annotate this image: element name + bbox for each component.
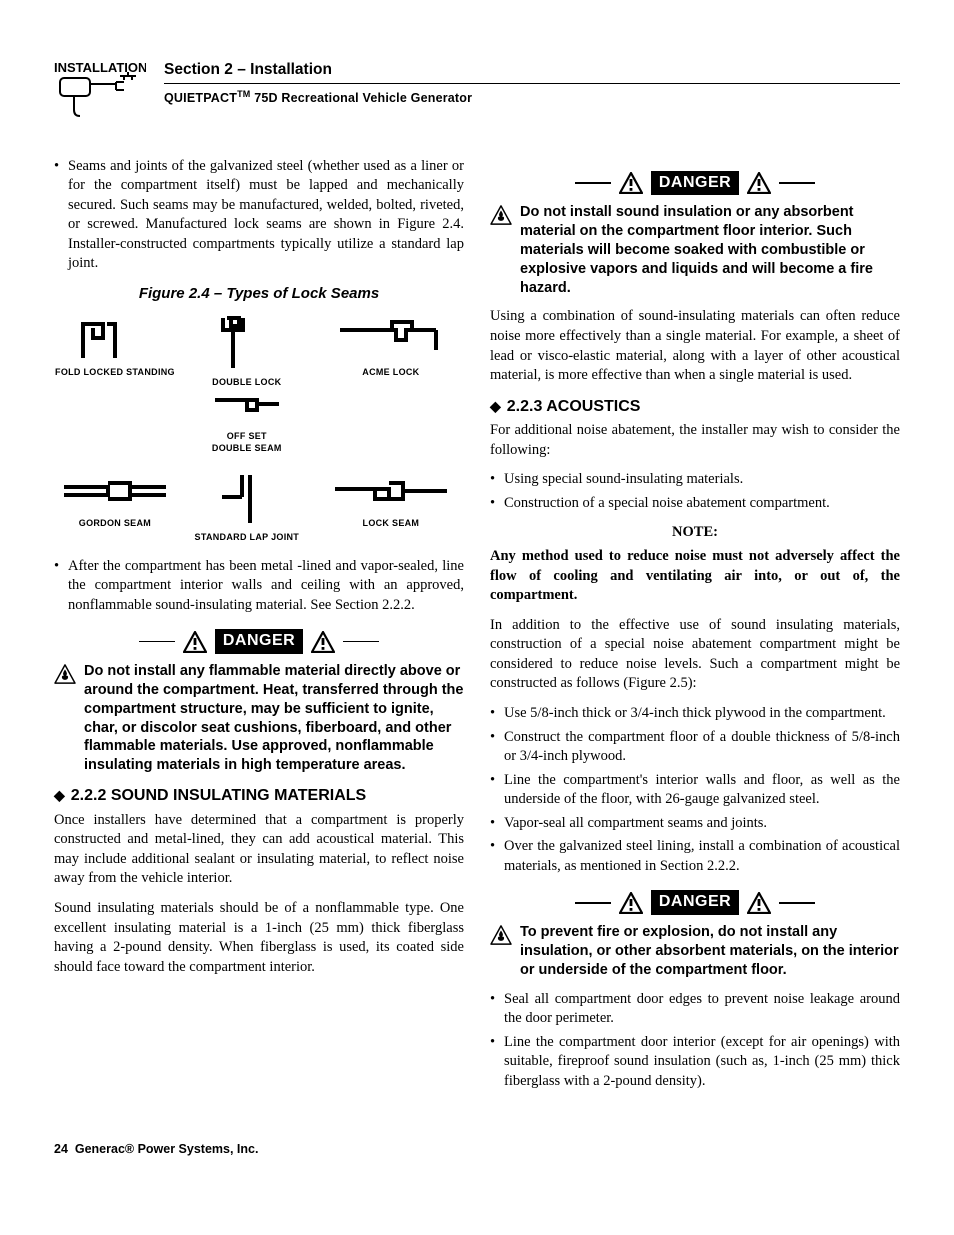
seam-label: ACME LOCK: [318, 366, 464, 378]
seam-label: DOUBLE LOCK: [186, 376, 308, 388]
seam-label: FOLD LOCKED STANDING: [54, 366, 176, 378]
paragraph: Using a combination of sound-insulating …: [490, 307, 900, 385]
seam-gordon-icon: [60, 473, 170, 513]
seam-label: OFF SET DOUBLE SEAM: [186, 430, 308, 454]
figure-title: Figure 2.4 – Types of Lock Seams: [54, 284, 464, 304]
bullet-seams: Seams and joints of the galvanized steel…: [54, 157, 464, 274]
note-title: NOTE:: [490, 523, 900, 543]
fire-hazard-icon: [490, 205, 512, 225]
page-header: INSTALLATION Section 2 – Installation QU…: [54, 60, 900, 129]
page-footer: 24 Generac® Power Systems, Inc.: [54, 1141, 900, 1158]
danger-text: Do not install sound insulation or any a…: [490, 203, 900, 297]
bullet: Construction of a special noise abatemen…: [490, 494, 900, 514]
figure-lock-seams: FOLD LOCKED STANDING DOUBLE LOCK: [54, 314, 464, 543]
paragraph: Once installers have determined that a c…: [54, 811, 464, 889]
bullet: Seal all compartment door edges to preve…: [490, 990, 900, 1029]
subheading-222: 2.2.2 SOUND INSULATING MATERIALS: [54, 785, 464, 807]
danger-banner: DANGER: [490, 890, 900, 915]
installation-icon: INSTALLATION: [54, 60, 146, 129]
warning-triangle-icon: [619, 172, 643, 194]
warning-triangle-icon: [311, 631, 335, 653]
danger-label: DANGER: [215, 629, 303, 654]
bullet: Vapor-seal all compartment seams and joi…: [490, 814, 900, 834]
left-column: Seams and joints of the galvanized steel…: [54, 157, 464, 1102]
paragraph: Sound insulating materials should be of …: [54, 899, 464, 977]
company-name: Generac® Power Systems, Inc.: [75, 1142, 259, 1156]
paragraph: For additional noise abatement, the inst…: [490, 421, 900, 460]
note-body: Any method used to reduce noise must not…: [490, 547, 900, 606]
seam-lock-seam-icon: [331, 473, 451, 513]
paragraph: In addition to the effective use of soun…: [490, 616, 900, 694]
fire-hazard-icon: [490, 925, 512, 945]
danger-banner: DANGER: [54, 629, 464, 654]
bullet: Line the compartment's interior walls an…: [490, 771, 900, 810]
seam-offset-icon: [207, 392, 287, 426]
installation-icon-label: INSTALLATION: [54, 60, 146, 75]
fire-hazard-icon: [54, 664, 76, 684]
danger-text: Do not install any flammable material di…: [54, 662, 464, 775]
warning-triangle-icon: [747, 172, 771, 194]
seam-label: GORDON SEAM: [54, 517, 176, 529]
warning-triangle-icon: [183, 631, 207, 653]
section-title: Section 2 – Installation: [164, 60, 900, 84]
bullet: Over the galvanized steel lining, instal…: [490, 837, 900, 876]
danger-label: DANGER: [651, 890, 739, 915]
seam-standard-lap-icon: [212, 473, 282, 527]
seam-double-lock-icon: [207, 314, 287, 372]
bullet-after-lined: After the compartment has been metal -li…: [54, 557, 464, 616]
danger-banner: DANGER: [490, 171, 900, 196]
right-column: DANGER Do not install sound insulation o…: [490, 157, 900, 1102]
bullet: Using special sound-insulating materials…: [490, 470, 900, 490]
seam-label: STANDARD LAP JOINT: [186, 531, 308, 543]
subheading-223: 2.2.3 ACOUSTICS: [490, 396, 900, 418]
seam-fold-locked-icon: [75, 314, 155, 362]
warning-triangle-icon: [747, 892, 771, 914]
danger-label: DANGER: [651, 171, 739, 196]
bullet: Use 5/8-inch thick or 3/4-inch thick ply…: [490, 704, 900, 724]
page-number: 24: [54, 1142, 68, 1156]
warning-triangle-icon: [619, 892, 643, 914]
danger-text: To prevent fire or explosion, do not ins…: [490, 923, 900, 980]
seam-acme-lock-icon: [336, 314, 446, 362]
bullet: Line the compartment door interior (exce…: [490, 1033, 900, 1092]
seam-label: LOCK SEAM: [318, 517, 464, 529]
bullet: Construct the compartment floor of a dou…: [490, 728, 900, 767]
product-line: QUIETPACTTM 75D Recreational Vehicle Gen…: [164, 88, 900, 107]
